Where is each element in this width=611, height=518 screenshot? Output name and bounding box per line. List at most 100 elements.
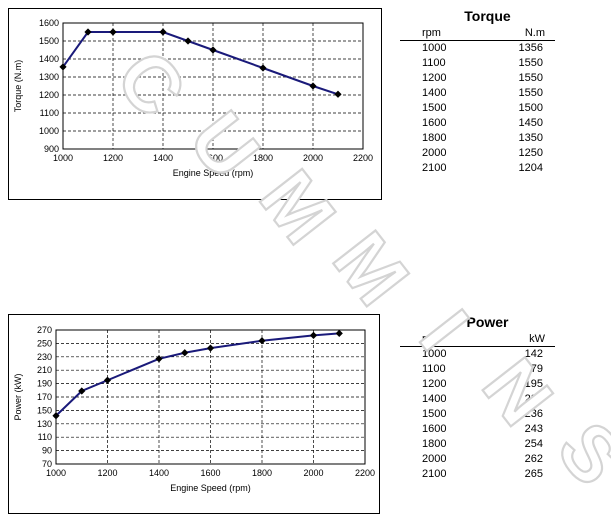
value-cell: 1250 <box>518 147 543 159</box>
data-point <box>59 63 67 71</box>
y-tick-label: 1400 <box>39 54 59 64</box>
x-tick-label: 1000 <box>46 468 66 478</box>
data-point <box>181 349 189 357</box>
rpm-cell: 2000 <box>422 147 447 159</box>
y-tick-label: 1100 <box>40 108 59 118</box>
value-cell: 265 <box>524 468 543 480</box>
data-point <box>259 64 267 72</box>
torque-table: Torque rpm N.m 1000 1356 1100 1550 1200 155… <box>400 8 555 176</box>
rpm-cell: 1600 <box>422 423 447 435</box>
x-tick-label: 1600 <box>203 153 223 163</box>
y-tick-label: 250 <box>37 338 52 348</box>
rpm-cell: 1100 <box>422 363 446 375</box>
table-row: 2000 1250 <box>400 146 555 161</box>
torque-table-header: rpm N.m <box>400 27 555 41</box>
value-cell: 1350 <box>518 132 543 144</box>
y-tick-label: 1000 <box>39 126 59 136</box>
value-cell: 1204 <box>518 162 543 174</box>
y-tick-label: 230 <box>37 352 52 362</box>
torque-chart: 1000 1200 1400 1600 1800 2000 2200 900 1000 1100 1… <box>8 8 382 200</box>
torque-chart-svg: 1000 1200 1400 1600 1800 2000 2200900100011001… <box>13 18 373 178</box>
table-row: 1200 1550 <box>400 71 555 86</box>
rpm-cell: 1600 <box>422 117 447 129</box>
x-tick-label: 2000 <box>303 468 323 478</box>
y-tick-label: 70 <box>42 459 52 469</box>
data-point <box>335 329 343 337</box>
table-row: 1400 1550 <box>400 86 555 101</box>
y-tick-label: 110 <box>38 432 52 442</box>
data-point <box>109 28 117 36</box>
value-cell: 179 <box>524 363 543 375</box>
data-point <box>159 28 167 36</box>
y-axis-label: Torque (N.m) <box>13 60 23 113</box>
table-row: 1000 142 <box>400 347 555 362</box>
torque-col-rpm: rpm <box>422 27 441 39</box>
value-cell: 142 <box>524 348 543 360</box>
rpm-cell: 1200 <box>422 378 447 390</box>
table-row: 1600 243 <box>400 422 555 437</box>
torque-col-unit: N.m <box>524 27 545 39</box>
data-point <box>309 82 317 90</box>
x-tick-label: 1600 <box>200 468 220 478</box>
rpm-cell: 1500 <box>422 102 447 114</box>
table-row: 1400 227 <box>400 392 555 407</box>
rpm-cell: 2100 <box>422 468 447 480</box>
data-point <box>309 331 318 339</box>
table-row: 1000 1356 <box>400 41 555 56</box>
power-chart: 1000 1200 1400 1600 1800 2000 2200 70 90 110 130 15… <box>8 314 380 514</box>
value-cell: 1500 <box>518 102 543 114</box>
power-table-body: 1000 142 1100 179 1200 195 1400 227 1500 236 … <box>400 347 555 482</box>
data-point <box>155 355 163 363</box>
value-cell: 227 <box>524 393 543 405</box>
power-chart-svg: 1000 1200 1400 1600 1800 2000 2200 70 90 110 130 15… <box>13 325 375 493</box>
table-row: 2000 262 <box>400 452 555 467</box>
y-tick-label: 90 <box>42 446 52 456</box>
table-row: 1200 195 <box>400 377 555 392</box>
rpm-cell: 1400 <box>422 393 447 405</box>
value-cell: 1356 <box>518 42 543 54</box>
rpm-cell: 1200 <box>422 72 447 84</box>
power-col-rpm: rpm <box>422 333 441 345</box>
rpm-cell: 1000 <box>422 42 447 54</box>
plot-area <box>55 329 366 465</box>
x-tick-label: 1800 <box>252 468 272 478</box>
value-cell: 1550 <box>518 72 543 84</box>
rpm-cell: 1500 <box>422 408 447 420</box>
rpm-cell: 1800 <box>422 132 447 144</box>
x-tick-label: 1200 <box>97 468 117 478</box>
data-point <box>52 412 60 420</box>
value-cell: 195 <box>524 378 543 390</box>
x-tick-label: 2000 <box>303 153 323 163</box>
value-cell: 262 <box>524 453 543 465</box>
data-point <box>84 28 92 36</box>
data-point <box>184 37 192 45</box>
y-tick-label: 1300 <box>39 72 59 82</box>
y-tick-label: 900 <box>44 144 59 154</box>
x-tick-label: 1000 <box>53 153 73 163</box>
y-axis-label: Power (kW) <box>13 373 23 420</box>
watermark-letter: M <box>317 216 426 321</box>
x-axis-label: Engine Speed (rpm) <box>173 168 254 178</box>
table-row: 2100 1204 <box>400 161 555 176</box>
table-row: 1500 1500 <box>400 101 555 116</box>
data-point <box>209 46 217 54</box>
series-line <box>55 332 340 417</box>
table-row: 1100 1550 <box>400 56 555 71</box>
y-tick-label: 150 <box>37 405 52 415</box>
rpm-cell: 1400 <box>422 87 447 99</box>
data-point <box>258 337 266 345</box>
y-tick-label: 1200 <box>39 90 59 100</box>
x-tick-label: 1400 <box>149 468 169 478</box>
rpm-cell: 1000 <box>422 348 447 360</box>
value-cell: 1550 <box>518 57 543 69</box>
rpm-cell: 1100 <box>422 57 446 69</box>
plot-area <box>62 22 364 150</box>
y-tick-label: 270 <box>37 325 52 335</box>
power-col-unit: kW <box>529 333 545 345</box>
power-table-header: rpm kW <box>400 333 555 347</box>
y-tick-label: 210 <box>37 365 52 375</box>
value-cell: 254 <box>524 438 543 450</box>
value-cell: 236 <box>524 408 543 420</box>
power-table-title: Power <box>466 314 509 330</box>
rpm-cell: 2100 <box>422 162 447 174</box>
